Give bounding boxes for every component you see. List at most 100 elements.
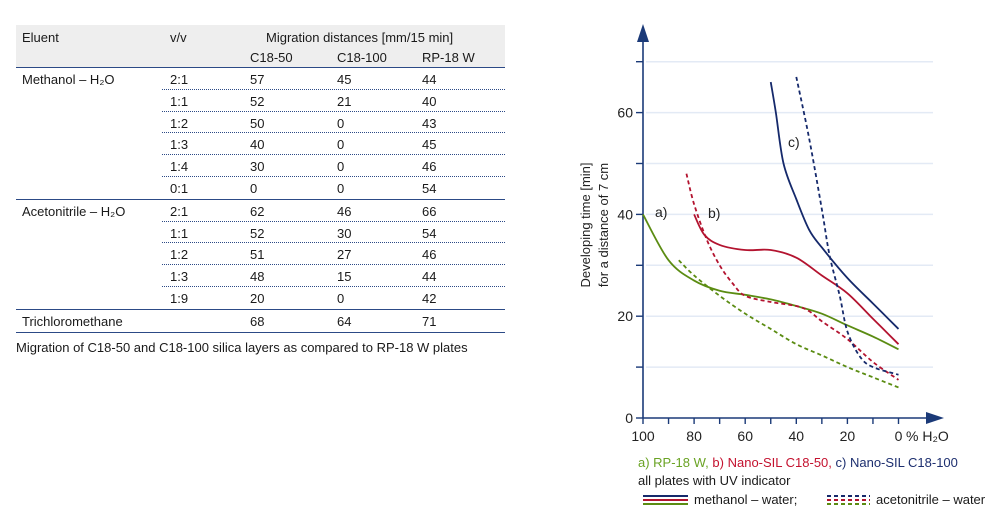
value-cell: 40 [250, 137, 265, 153]
value-cell: 52 [250, 225, 265, 241]
value-cell: 44 [422, 269, 437, 285]
value-cell: 30 [337, 225, 352, 241]
header-c18-50: C18-50 [250, 50, 293, 65]
x-tick-label: 40 [789, 428, 805, 444]
table-row: 1:3 40 0 45 [16, 133, 505, 156]
legend-c18-50: b) Nano-SIL C18-50, [712, 455, 832, 470]
legend-c18-100: c) Nano-SIL C18-100 [835, 455, 958, 470]
value-cell: 71 [422, 313, 437, 329]
value-cell: 46 [422, 159, 437, 175]
value-cell: 64 [337, 313, 352, 329]
x-tick-label: 20 [840, 428, 856, 444]
series-line-4 [769, 81, 900, 330]
y-tick-label: 60 [617, 105, 633, 121]
value-cell: 20 [250, 290, 265, 306]
value-cell: 48 [250, 269, 265, 285]
ratio-cell: 1:3 [170, 137, 189, 153]
legend-note: all plates with UV indicator [638, 473, 791, 488]
y-axis-label: Developing time [min] for a distance of 7… [578, 163, 611, 288]
header-c18-100: C18-100 [337, 50, 387, 65]
table-row: 1:2 50 0 43 [16, 112, 505, 134]
y-axis-label-line: for a distance of 7 cm [596, 163, 611, 287]
x-tick-label: 80 [686, 428, 702, 444]
table-row: 1:4 30 0 46 [16, 155, 505, 177]
value-cell: 0 [337, 180, 345, 196]
series-line-3 [685, 173, 900, 381]
value-cell: 62 [250, 203, 265, 219]
ratio-cell: 0:1 [170, 180, 189, 196]
table-row: 1:9 20 0 42 [16, 287, 505, 310]
value-cell: 21 [337, 93, 352, 109]
value-cell: 51 [250, 247, 265, 263]
table-row: Methanol – H₂O 2:1 57 45 44 [16, 68, 505, 90]
value-cell: 0 [337, 115, 345, 131]
value-cell: 43 [422, 115, 437, 131]
series-line-1 [678, 259, 899, 389]
table-row: Acetonitrile – H₂O 2:1 62 46 66 [16, 200, 505, 222]
ratio-cell: 1:3 [170, 269, 189, 285]
legend-rp18w: a) RP-18 W, [638, 455, 709, 470]
value-cell: 27 [337, 247, 352, 263]
value-cell: 42 [422, 290, 437, 306]
value-cell: 46 [337, 203, 352, 219]
value-cell: 15 [337, 269, 352, 285]
value-cell: 0 [250, 180, 258, 196]
ratio-cell: 1:9 [170, 290, 189, 306]
ratio-cell: 1:2 [170, 115, 189, 131]
ratio-cell: 1:2 [170, 247, 189, 263]
curve-label: a) [655, 204, 667, 220]
table-row: 1:3 48 15 44 [16, 265, 505, 287]
value-cell: 40 [422, 93, 437, 109]
value-cell: 0 [337, 290, 345, 306]
header-eluent: Eluent [22, 30, 59, 45]
table-row: 1:2 51 27 46 [16, 243, 505, 266]
migration-table: Eluent v/v Migration distances [mm/15 mi… [16, 25, 505, 333]
y-tick-label: 20 [617, 308, 633, 324]
ratio-cell: 1:1 [170, 93, 189, 109]
y-axis-label-line: Developing time [min] [578, 163, 593, 288]
series-line-5 [795, 76, 899, 376]
value-cell: 45 [422, 137, 437, 153]
x-tick-label: 60 [737, 428, 753, 444]
eluent-cell: Methanol – H₂O [22, 72, 115, 87]
value-cell: 0 [337, 159, 345, 175]
legend-dashed-label: acetonitrile – water [876, 492, 986, 507]
ratio-cell: 1:1 [170, 225, 189, 241]
x-axis-arrow-icon [926, 412, 944, 424]
header-rp18w: RP-18 W [422, 50, 475, 65]
table-row: 1:1 52 21 40 [16, 90, 505, 112]
value-cell: 66 [422, 203, 437, 219]
eluent-cell: Trichloromethane [22, 313, 123, 329]
legend-solid-label: methanol – water; [694, 492, 798, 507]
x-axis-label: % H₂O [906, 428, 949, 444]
value-cell: 46 [422, 247, 437, 263]
value-cell: 45 [337, 72, 352, 87]
x-tick-label: 100 [631, 428, 655, 444]
legend-materials: a) RP-18 W, b) Nano-SIL C18-50, c) Nano-… [638, 455, 958, 470]
series-line-2 [693, 213, 900, 345]
value-cell: 0 [337, 137, 345, 153]
y-tick-label: 0 [625, 410, 633, 426]
ratio-cell: 2:1 [170, 203, 189, 219]
table-row: 0:1 0 0 54 [16, 177, 505, 200]
value-cell: 57 [250, 72, 265, 87]
y-tick-label: 40 [617, 206, 633, 222]
value-cell: 50 [250, 115, 265, 131]
header-migration: Migration distances [mm/15 min] [266, 30, 454, 45]
value-cell: 68 [250, 313, 265, 329]
ratio-cell: 1:4 [170, 159, 189, 175]
value-cell: 54 [422, 225, 437, 241]
y-axis-arrow-icon [637, 24, 649, 42]
value-cell: 44 [422, 72, 437, 87]
curve-label: c) [788, 134, 800, 150]
value-cell: 54 [422, 180, 437, 196]
table-row: 1:1 52 30 54 [16, 222, 505, 244]
table-caption: Migration of C18-50 and C18-100 silica l… [16, 340, 468, 355]
ratio-cell: 2:1 [170, 72, 189, 87]
header-vv: v/v [170, 30, 187, 45]
curve-label: b) [708, 205, 720, 221]
eluent-cell: Acetonitrile – H₂O [22, 203, 126, 219]
table-header: Eluent v/v Migration distances [mm/15 mi… [16, 25, 505, 68]
value-cell: 52 [250, 93, 265, 109]
value-cell: 30 [250, 159, 265, 175]
